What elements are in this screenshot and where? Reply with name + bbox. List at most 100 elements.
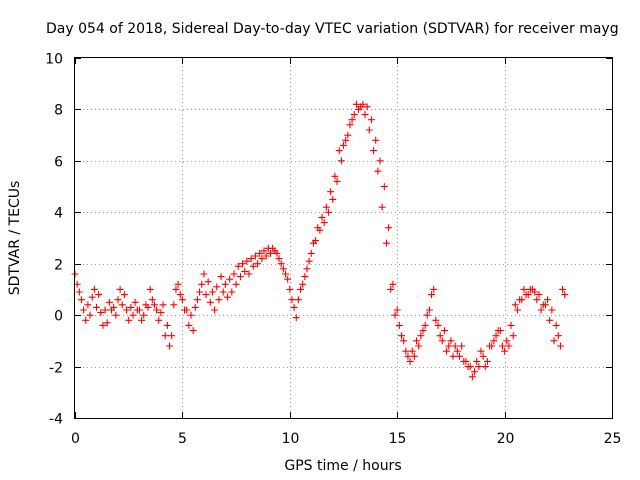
chart-title: Day 054 of 2018, Sidereal Day-to-day VTE… <box>46 21 619 37</box>
data-point <box>486 342 494 350</box>
y-tick-label: 8 <box>54 103 63 119</box>
data-point <box>262 252 270 260</box>
data-point <box>101 306 109 314</box>
data-point <box>475 363 483 371</box>
data-point <box>275 255 283 263</box>
data-point <box>378 203 386 211</box>
data-point <box>155 316 163 324</box>
data-point <box>324 208 332 216</box>
data-point <box>395 321 403 329</box>
data-point <box>314 224 322 232</box>
x-tick-label: 0 <box>71 431 80 447</box>
data-point <box>226 275 234 283</box>
data-point <box>92 303 100 311</box>
data-point <box>524 291 532 299</box>
data-point <box>299 280 307 288</box>
data-point <box>297 285 305 293</box>
data-point <box>471 368 479 376</box>
data-point <box>494 327 502 335</box>
data-point <box>239 260 247 268</box>
data-point <box>410 352 418 360</box>
x-tick-label: 25 <box>604 431 622 447</box>
data-point <box>120 291 128 299</box>
data-point <box>546 316 554 324</box>
data-point <box>97 309 105 317</box>
data-point <box>288 296 296 304</box>
data-point <box>198 280 206 288</box>
data-point <box>290 303 298 311</box>
data-point <box>329 195 337 203</box>
data-point <box>346 121 354 129</box>
axis-ticks <box>75 58 613 419</box>
data-point <box>282 270 290 278</box>
data-point <box>277 260 285 268</box>
data-point <box>513 306 521 314</box>
data-point <box>196 288 204 296</box>
data-point <box>254 260 262 268</box>
data-point <box>537 306 545 314</box>
data-point <box>436 332 444 340</box>
data-point <box>140 311 148 319</box>
data-point <box>363 103 371 111</box>
data-point <box>447 337 455 345</box>
data-point <box>228 288 236 296</box>
data-point <box>241 267 249 275</box>
data-point <box>402 347 410 355</box>
data-point <box>303 265 311 273</box>
data-point <box>449 352 457 360</box>
data-point <box>213 283 221 291</box>
grid-lines <box>75 58 612 418</box>
data-point <box>187 311 195 319</box>
data-point <box>307 249 315 257</box>
x-axis-label: GPS time / hours <box>284 458 401 474</box>
y-tick-label: -2 <box>49 361 63 377</box>
data-point <box>157 309 165 317</box>
data-point <box>166 342 174 350</box>
data-point <box>451 342 459 350</box>
data-point <box>372 136 380 144</box>
x-axis-tick-labels: 0 5 10 15 20 25 <box>71 431 621 447</box>
data-point <box>131 298 139 306</box>
x-tick-label: 20 <box>497 431 515 447</box>
data-point <box>219 288 227 296</box>
data-point <box>172 285 180 293</box>
data-point <box>206 298 214 306</box>
data-point <box>123 306 131 314</box>
data-point <box>305 257 313 265</box>
data-point <box>202 291 210 299</box>
data-point <box>389 280 397 288</box>
data-point <box>365 126 373 134</box>
data-point <box>292 314 300 322</box>
y-tick-label: -4 <box>49 412 63 428</box>
data-point <box>344 131 352 139</box>
data-point <box>112 311 120 319</box>
data-point <box>170 301 178 309</box>
data-point <box>380 183 388 191</box>
data-point <box>95 291 103 299</box>
data-point <box>561 291 569 299</box>
data-point <box>516 296 524 304</box>
data-point <box>114 296 122 304</box>
data-point <box>357 103 365 111</box>
data-point <box>256 249 264 257</box>
data-point <box>185 321 193 329</box>
data-point <box>556 342 564 350</box>
data-point <box>161 332 169 340</box>
data-point <box>159 301 167 309</box>
data-point <box>301 273 309 281</box>
data-point <box>163 321 171 329</box>
data-point <box>550 337 558 345</box>
plot-area-border <box>74 57 613 419</box>
data-point <box>421 321 429 329</box>
data-point <box>352 100 360 108</box>
data-point <box>438 337 446 345</box>
data-point <box>279 265 287 273</box>
y-tick-label: 6 <box>54 155 63 171</box>
data-point <box>393 306 401 314</box>
y-tick-label: 0 <box>54 309 63 325</box>
data-point <box>376 157 384 165</box>
data-point <box>99 321 107 329</box>
data-point <box>271 247 279 255</box>
data-point <box>455 352 463 360</box>
data-point <box>200 270 208 278</box>
